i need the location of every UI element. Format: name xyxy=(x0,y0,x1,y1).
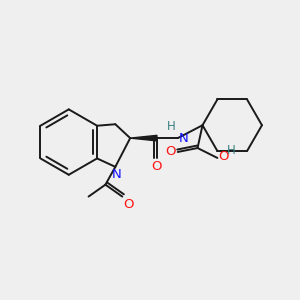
Polygon shape xyxy=(130,135,157,141)
Text: N: N xyxy=(111,168,121,181)
Text: H: H xyxy=(167,120,176,133)
Text: H: H xyxy=(227,145,236,158)
Text: N: N xyxy=(179,132,188,145)
Text: O: O xyxy=(123,198,134,211)
Text: O: O xyxy=(152,160,162,173)
Text: O: O xyxy=(218,150,229,164)
Text: O: O xyxy=(165,146,176,158)
